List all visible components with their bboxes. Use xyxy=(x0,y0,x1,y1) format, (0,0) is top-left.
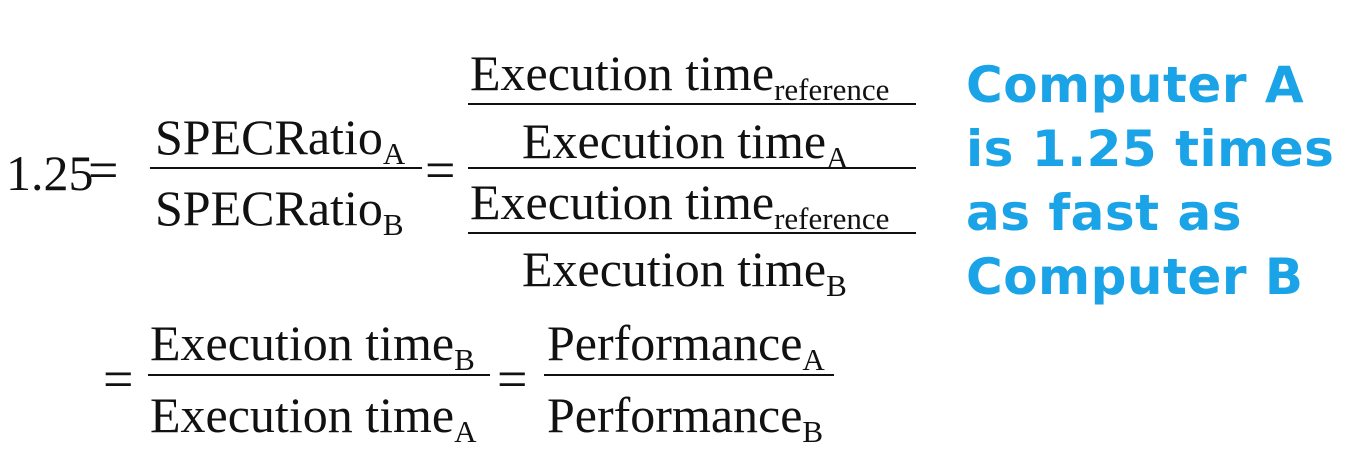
fraction-bar-lower xyxy=(468,232,916,234)
specratio-b-denominator: SPECRatioB xyxy=(155,180,404,242)
equals-sign-1: = xyxy=(88,140,119,200)
exec-time-reference-top: Execution timereference xyxy=(470,45,890,107)
fraction-bar-exec-time xyxy=(148,374,490,376)
exec-time-b-lower: Execution timeB xyxy=(522,241,847,303)
exec-time-b-numerator: Execution timeB xyxy=(150,315,475,377)
conclusion-note: Computer A is 1.25 times as fast as Comp… xyxy=(966,53,1334,309)
performance-a-numerator: PerformanceA xyxy=(547,315,825,377)
equals-sign-3: = xyxy=(103,349,134,409)
equals-sign-2: = xyxy=(425,140,456,200)
note-line-4: Computer B xyxy=(966,248,1304,306)
note-line-2: is 1.25 times xyxy=(966,120,1335,178)
exec-time-reference-bottom: Execution timereference xyxy=(470,174,890,236)
performance-b-denominator: PerformanceB xyxy=(547,387,824,449)
lhs-value: 1.25 xyxy=(6,145,94,201)
exec-time-a-denominator: Execution timeA xyxy=(150,387,477,449)
fraction-bar-specratio xyxy=(150,167,422,169)
fraction-bar-main xyxy=(468,167,916,169)
note-line-3: as fast as xyxy=(966,184,1242,242)
fraction-bar-upper xyxy=(468,103,916,105)
note-line-1: Computer A xyxy=(966,56,1305,114)
equals-sign-4: = xyxy=(497,349,528,409)
exec-time-a-upper: Execution timeA xyxy=(522,113,849,175)
fraction-bar-performance xyxy=(544,374,834,376)
specratio-a-numerator: SPECRatioA xyxy=(155,109,406,171)
